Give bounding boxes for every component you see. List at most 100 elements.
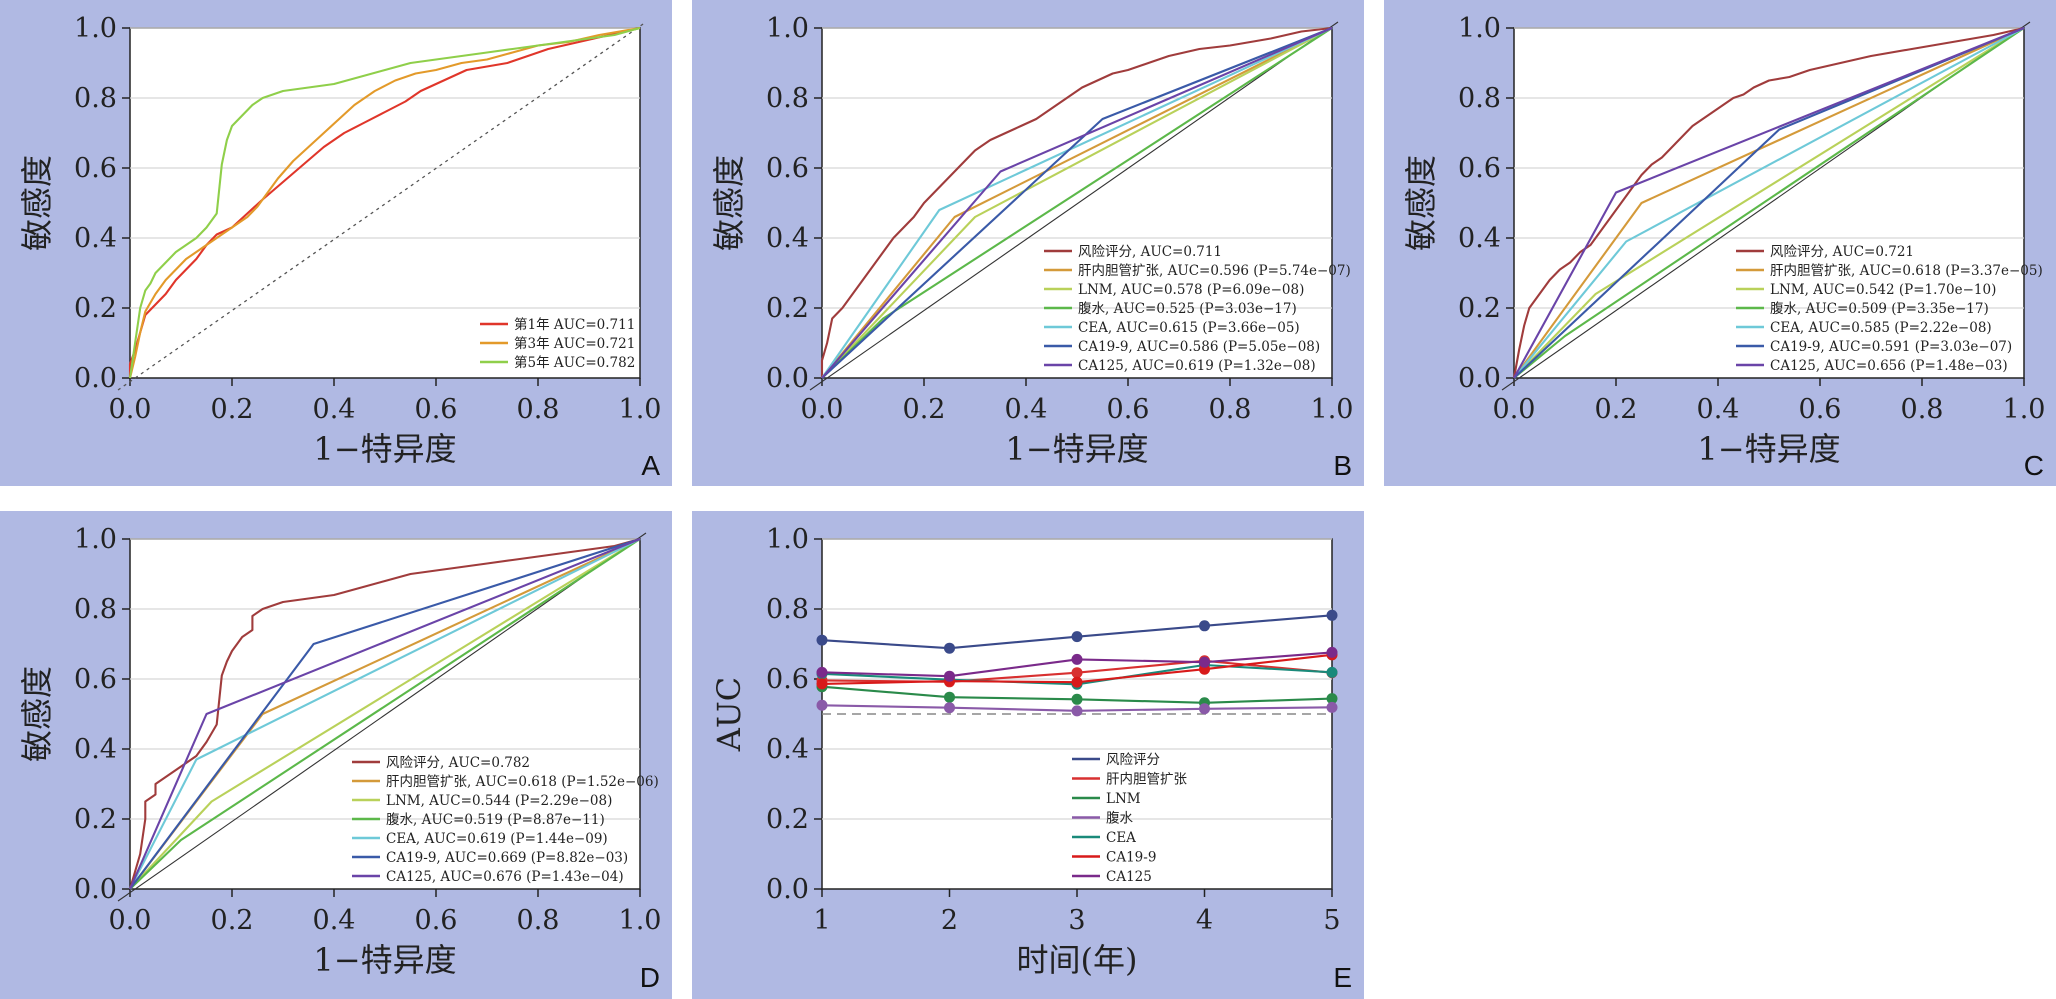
panel-letter: D: [640, 962, 660, 993]
x-axis-label: 1−特异度: [1697, 430, 1840, 468]
series-line-6: [821, 27, 1333, 379]
y-tick-label: 1.0: [74, 13, 117, 44]
reference-line: [809, 21, 1339, 391]
data-point: [1199, 656, 1210, 668]
chart-panel-d: 0.0 0.2 0.4 0.6 0.8 1.0 0.0 0.2 0.4 0.6 0.8 1.0 1−特异…: [18, 524, 661, 993]
y-tick-label: 0.2: [74, 804, 117, 835]
legend-entry-1: 风险评分, AUC=0.782: [386, 755, 530, 771]
legend-entry-7: CA125, AUC=0.676 (P=1.43e−04): [386, 869, 624, 885]
data-point: [1326, 693, 1338, 705]
data-point: [1326, 609, 1338, 621]
y-tick-label: 0.4: [1458, 223, 1501, 254]
series-line-2: [1513, 27, 2025, 379]
plot-area: [129, 538, 641, 890]
series-line-7: [1513, 27, 2025, 379]
panel-a: 0.0 0.2 0.4 0.6 0.8 1.0 0.0 0.2 0.4 0.6 0.8 1.0 1−特异…: [0, 0, 672, 486]
x-tick-label: 0.6: [415, 394, 458, 425]
x-tick-label: 5: [1323, 905, 1340, 936]
series-line-7: [129, 538, 641, 890]
legend-entry-1: 风险评分, AUC=0.711: [1078, 244, 1222, 260]
legend-entry-7: CA125, AUC=0.656 (P=1.48e−03): [1770, 358, 2008, 374]
x-tick-label: 0.2: [1595, 394, 1638, 425]
legend-entry-2: 肝内胆管扩张, AUC=0.618 (P=3.37e−05): [1770, 263, 2043, 279]
series-line-4: [129, 538, 641, 890]
chart-panel-e: 0.0 0.2 0.4 0.6 0.8 1.0 1 2 3 4 5 时间(年) AUC 风险评分肝内胆管扩…: [710, 524, 1352, 993]
chart-panel-b: 0.0 0.2 0.4 0.6 0.8 1.0 0.0 0.2 0.4 0.6 0.8 1.0 1−特异…: [710, 13, 1353, 481]
y-tick-label: 0.0: [74, 363, 117, 394]
y-tick-label: 0.8: [766, 83, 809, 114]
data-point: [1326, 646, 1338, 658]
plot-area: [1513, 27, 2025, 379]
series-line-6: [129, 538, 641, 890]
legend-entry-2: 肝内胆管扩张, AUC=0.596 (P=5.74e−07): [1078, 263, 1351, 279]
legend-entry-4: 腹水, AUC=0.509 (P=3.35e−17): [1770, 300, 1989, 317]
x-tick-label: 0.8: [517, 394, 560, 425]
reference-line: [117, 532, 647, 902]
y-tick-label: 0.2: [1458, 293, 1501, 324]
y-tick-label: 0.0: [766, 363, 809, 394]
y-tick-label: 0.8: [1458, 83, 1501, 114]
y-tick-label: 0.6: [1458, 153, 1501, 184]
y-tick-label: 0.8: [766, 594, 809, 625]
x-tick-label: 0.0: [801, 394, 844, 425]
y-tick-label: 0.0: [766, 874, 809, 905]
y-tick-label: 0.8: [74, 83, 117, 114]
panel-b: 0.0 0.2 0.4 0.6 0.8 1.0 0.0 0.2 0.4 0.6 0.8 1.0 1−特异…: [692, 0, 1364, 486]
x-tick-label: 0.8: [517, 905, 560, 936]
x-tick-label: 1.0: [2003, 394, 2046, 425]
panel-c: 0.0 0.2 0.4 0.6 0.8 1.0 0.0 0.2 0.4 0.6 0.8 1.0 1−特异…: [1384, 0, 2056, 486]
series-line-4: [1513, 27, 2025, 379]
legend-entry-4: 腹水, AUC=0.525 (P=3.03e−17): [1078, 300, 1297, 317]
x-tick-label: 0.8: [1209, 394, 1252, 425]
legend-entry-3: LNM: [1106, 791, 1141, 807]
data-point: [1199, 703, 1210, 715]
y-tick-label: 0.0: [74, 874, 117, 905]
data-point: [1199, 620, 1210, 632]
legend-entry-1: 风险评分: [1106, 752, 1160, 768]
x-axis-label: 1−特异度: [1005, 430, 1148, 468]
data-point: [944, 670, 955, 682]
x-tick-label: 0.4: [313, 394, 356, 425]
y-tick-label: 0.6: [74, 664, 117, 695]
y-axis-label: 敏感度: [18, 155, 56, 251]
y-tick-label: 0.0: [1458, 363, 1501, 394]
series-line-2: [821, 27, 1333, 379]
y-tick-label: 0.6: [74, 153, 117, 184]
panel-letter: A: [641, 450, 660, 481]
y-tick-label: 0.2: [766, 293, 809, 324]
legend-entry-7: CA125, AUC=0.619 (P=1.32e−08): [1078, 358, 1316, 374]
legend-entry-1: 风险评分, AUC=0.721: [1770, 244, 1914, 260]
series-line-1: [820, 26, 1333, 378]
legend-entry-5: CEA: [1106, 830, 1136, 846]
series-line-5: [129, 538, 641, 890]
series-line-5: [1513, 27, 2025, 379]
chart-panel-c: 0.0 0.2 0.4 0.6 0.8 1.0 0.0 0.2 0.4 0.6 0.8 1.0 1−特异…: [1402, 13, 2046, 481]
data-point: [944, 642, 955, 654]
legend-entry-5: CEA, AUC=0.585 (P=2.22e−08): [1770, 320, 1992, 336]
x-tick-label: 0.4: [313, 905, 356, 936]
panel-letter: C: [2024, 450, 2044, 481]
data-point: [1071, 676, 1083, 688]
series-line-3: [821, 27, 1333, 379]
y-tick-label: 0.4: [74, 734, 117, 765]
y-tick-label: 0.2: [766, 804, 809, 835]
panel-d: 0.0 0.2 0.4 0.6 0.8 1.0 0.0 0.2 0.4 0.6 0.8 1.0 1−特异…: [0, 511, 672, 999]
chart-panel-a: 0.0 0.2 0.4 0.6 0.8 1.0 0.0 0.2 0.4 0.6 0.8 1.0 1−特异…: [18, 13, 662, 481]
data-point: [1071, 667, 1083, 679]
legend-entry-4: 腹水, AUC=0.519 (P=8.87e−11): [386, 811, 605, 828]
data-point: [816, 634, 828, 646]
x-tick-label: 4: [1196, 905, 1213, 936]
legend-entry-6: CA19-9, AUC=0.586 (P=5.05e−08): [1078, 339, 1320, 355]
x-axis-label: 1−特异度: [313, 941, 456, 979]
x-tick-label: 0.4: [1697, 394, 1740, 425]
y-tick-label: 1.0: [766, 524, 809, 555]
y-tick-label: 0.2: [74, 293, 117, 324]
series-line-1: [128, 537, 641, 890]
data-point: [816, 666, 828, 678]
y-tick-label: 0.4: [766, 734, 809, 765]
x-tick-label: 1.0: [619, 394, 662, 425]
plot-area: [821, 27, 1333, 379]
panel-e: 0.0 0.2 0.4 0.6 0.8 1.0 1 2 3 4 5 时间(年) AUC 风险评分 肝内胆管扩…: [692, 511, 1364, 999]
x-tick-label: 0.6: [1107, 394, 1150, 425]
legend-entry-6: CA19-9: [1106, 850, 1156, 866]
